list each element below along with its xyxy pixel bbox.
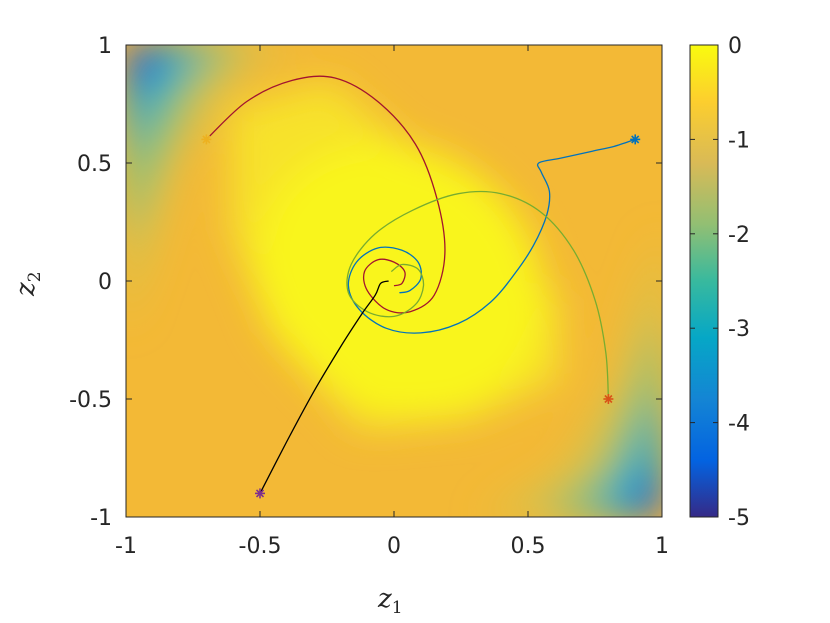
trajectory-4 bbox=[259, 280, 389, 494]
start-marker-4 bbox=[255, 488, 265, 499]
heatmap-background bbox=[126, 45, 662, 517]
y-tick-label: 0 bbox=[98, 270, 112, 295]
trajectory-3 bbox=[346, 190, 610, 400]
colorbar-tick-label: -5 bbox=[728, 506, 750, 531]
y-tick-label: -0.5 bbox=[69, 388, 112, 413]
colorbar: 0 -1 -2 -3 -4 -5 bbox=[689, 34, 750, 531]
colorbar-tick-label: -4 bbox=[728, 412, 750, 437]
trajectories bbox=[205, 75, 636, 494]
start-marker-2 bbox=[630, 134, 641, 145]
colorbar-tick-label: -1 bbox=[728, 128, 750, 153]
x-tick-label: 0.5 bbox=[511, 534, 546, 559]
x-tick-label: -1 bbox=[115, 534, 137, 559]
trajectory-1 bbox=[205, 75, 446, 314]
start-marker-3 bbox=[603, 394, 614, 404]
y-tick-label: -1 bbox=[90, 506, 112, 531]
trajectory-2 bbox=[347, 138, 636, 334]
start-marker-1 bbox=[201, 134, 212, 145]
x-axis-ticks: -1 -0.5 0 0.5 1 bbox=[115, 45, 669, 559]
x-axis-label: z1 bbox=[377, 584, 403, 618]
y-axis-label: z2 bbox=[11, 271, 45, 297]
colorbar-ticks: 0 -1 -2 -3 -4 -5 bbox=[690, 34, 750, 531]
x-tick-label: 0 bbox=[387, 534, 401, 559]
colorbar-tick-label: 0 bbox=[728, 34, 742, 59]
x-tick-label: -0.5 bbox=[239, 534, 282, 559]
start-markers bbox=[201, 134, 641, 499]
y-tick-label: 1 bbox=[98, 34, 112, 59]
x-tick-label: 1 bbox=[655, 534, 669, 559]
y-tick-label: 0.5 bbox=[77, 152, 112, 177]
colorbar-gradient bbox=[689, 44, 719, 518]
colorbar-tick-label: -3 bbox=[728, 317, 750, 342]
y-axis-ticks: 1 0.5 0 -0.5 -1 bbox=[69, 34, 662, 531]
colorbar-tick-label: -2 bbox=[728, 223, 750, 248]
